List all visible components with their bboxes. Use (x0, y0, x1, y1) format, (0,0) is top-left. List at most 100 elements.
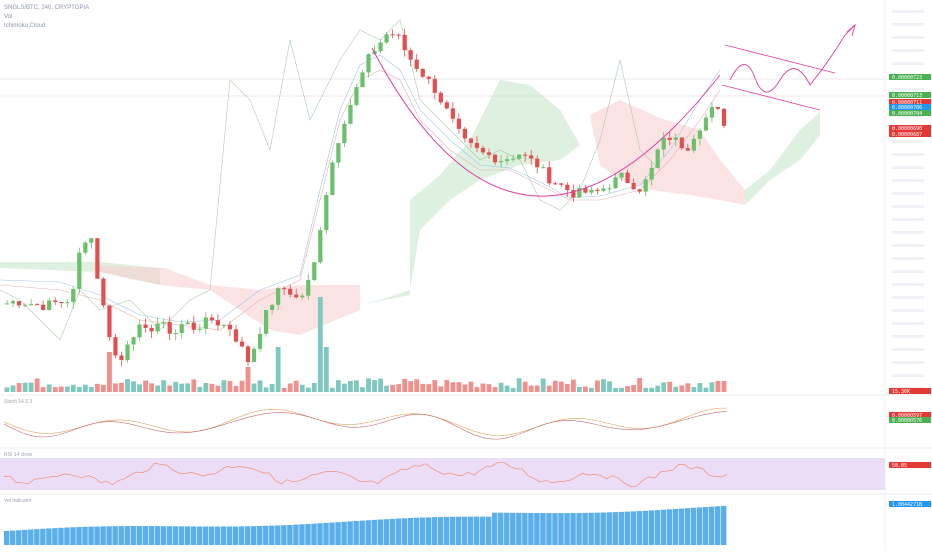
obv-bar (323, 522, 329, 545)
volume-bar (287, 383, 293, 392)
volume-bar (378, 378, 383, 392)
obv-bar (618, 511, 624, 545)
obv-bar (467, 516, 474, 545)
candle-body (468, 138, 474, 143)
candle-body (715, 107, 721, 109)
obv-bar (371, 519, 377, 545)
volume-bar (52, 387, 58, 392)
volume-bar (540, 378, 546, 392)
obv-bar (425, 517, 432, 545)
pane-tag-bg (889, 501, 931, 507)
obv-bar (34, 529, 40, 545)
obv-bar (52, 528, 58, 545)
volume-bar (498, 382, 504, 392)
obv-bar (202, 526, 209, 545)
candle-body (276, 288, 281, 305)
axis-tick (892, 23, 924, 26)
obv-bar (702, 507, 709, 545)
axis-tick (892, 140, 924, 143)
candle-body (197, 328, 202, 330)
obv-bar (654, 510, 661, 545)
volume-bar (137, 384, 142, 392)
candle-body (535, 158, 540, 168)
stoch-lines (3, 407, 728, 440)
volume-bar (715, 380, 721, 392)
obv-bar (275, 525, 281, 545)
candle-body (480, 147, 486, 153)
price-tag-bg (889, 99, 931, 105)
volume-bar (607, 381, 612, 392)
volume-bar (552, 380, 558, 392)
pane-tag-bg (889, 462, 931, 468)
obv-bar (516, 512, 522, 545)
obv-bar (166, 526, 173, 545)
volume-bar (697, 383, 703, 392)
obv-bar (708, 506, 715, 545)
obv-bar (196, 526, 203, 545)
volume-bar (570, 379, 576, 392)
volume-bar (46, 384, 52, 392)
volume-bar (432, 380, 438, 392)
volume-bar (179, 383, 185, 392)
candle-body (125, 344, 130, 360)
volume-bar (88, 386, 94, 392)
pane-tag-text: 1.0044271B (892, 502, 922, 508)
axis-tick (892, 49, 924, 52)
volume-bar (10, 385, 16, 392)
candle-body (667, 137, 672, 140)
axis-tick (892, 88, 924, 91)
volume-bar (143, 380, 148, 392)
obv-bar (696, 507, 703, 545)
pane-tag-bg (889, 417, 931, 423)
obv-bar (449, 516, 456, 545)
candle-body (161, 321, 166, 324)
obv-bar (660, 509, 667, 545)
obv-bar (263, 525, 269, 545)
pane-tag-text: 15.36K (892, 389, 910, 395)
volume-bar (167, 385, 173, 392)
obv-bar (479, 516, 486, 545)
candle-body (426, 76, 431, 79)
volume-bar (323, 347, 329, 392)
candle-body (577, 187, 582, 198)
candle-body (263, 309, 269, 334)
obv-bar (251, 526, 257, 545)
obv-bar (64, 527, 70, 545)
obv-bar (528, 512, 534, 545)
axis-tick (892, 166, 924, 169)
candle-body (607, 188, 612, 190)
volume-bar (721, 381, 727, 392)
candle-body (107, 305, 112, 338)
candle-body (179, 324, 184, 334)
candle-body (721, 108, 727, 126)
volume-bar (40, 387, 46, 392)
candle-body (336, 143, 341, 163)
candle-body (245, 346, 251, 363)
volume-bar (131, 381, 136, 392)
volume-bar (64, 386, 70, 392)
volume-bar (4, 387, 10, 392)
cloud-red-mid (95, 265, 360, 335)
candle-body (257, 333, 263, 349)
obv-bar (76, 527, 82, 545)
obv-bar (419, 517, 426, 545)
pane-tag-text: 0.00000576 (892, 418, 922, 424)
candle-body (565, 184, 570, 191)
volume-bar (173, 381, 179, 392)
obv-bar (455, 516, 462, 545)
obv-bar (10, 530, 16, 545)
candle-body (22, 304, 28, 306)
candle-body (77, 252, 82, 289)
candle-body (149, 327, 154, 332)
candle-body (203, 317, 208, 329)
obv-bar (684, 508, 691, 545)
obv-bar (118, 526, 124, 545)
obv-bar (431, 517, 438, 545)
candle-body (10, 301, 16, 304)
cup-curve (371, 47, 721, 197)
volume-bar (595, 380, 600, 392)
candle-body (504, 159, 510, 162)
obv-bar (504, 512, 510, 545)
obv-bar (70, 527, 76, 545)
